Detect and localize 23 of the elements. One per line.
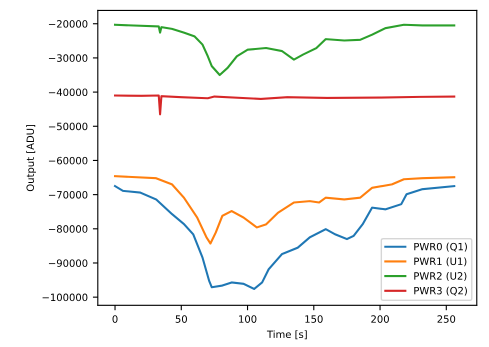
x-tick-label: 0 [112, 315, 118, 323]
y-tick-label: −50000 [48, 122, 88, 130]
y-axis-title: Output [ADU] [26, 124, 36, 192]
x-tick-label: 100 [239, 315, 256, 323]
legend-label: PWR0 (Q1) [414, 242, 467, 252]
x-axis-title: Time [s] [266, 330, 307, 340]
legend-label: PWR1 (U1) [414, 257, 466, 266]
x-tick-label: 250 [437, 315, 456, 323]
y-tick-label: −40000 [48, 88, 88, 96]
legend-label: PWR3 (Q2) [414, 286, 467, 296]
y-tick-label: −60000 [48, 156, 88, 164]
line-series [114, 24, 456, 76]
y-tick-label: −20000 [48, 20, 88, 28]
x-tick-label: 50 [176, 315, 187, 323]
y-tick-label: −30000 [48, 54, 88, 62]
line-series [114, 94, 456, 116]
y-tick-label: −70000 [48, 191, 88, 199]
x-tick-label: 150 [305, 315, 323, 323]
legend-label: PWR2 (U2) [414, 272, 466, 281]
y-tick-label: −90000 [48, 259, 88, 267]
y-tick-label: −80000 [48, 225, 88, 233]
x-tick-label: 200 [371, 315, 389, 323]
y-tick-label: −100000 [42, 294, 88, 302]
